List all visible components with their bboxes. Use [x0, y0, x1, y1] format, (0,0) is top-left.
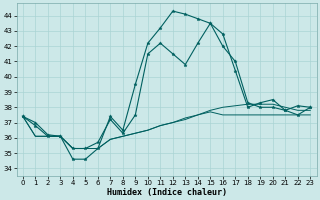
X-axis label: Humidex (Indice chaleur): Humidex (Indice chaleur)	[107, 188, 227, 197]
